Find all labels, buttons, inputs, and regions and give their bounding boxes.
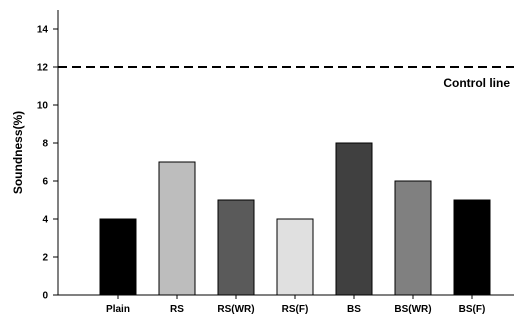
bars-group [99,142,491,296]
x-tick-label: BS [347,304,361,315]
x-tick-label: RS [170,304,184,315]
bar-rs [158,161,196,296]
bar-bs [335,142,373,296]
x-axis-ticks: Plain RS RS(WR) RS(F) BS BS(WR) BS(F) [106,295,485,315]
y-tick-label: 10 [37,101,49,112]
x-tick-label: RS(WR) [217,304,254,315]
x-tick-label: BS(F) [459,304,486,315]
x-tick-label: Plain [106,304,130,315]
y-tick-label: 0 [42,291,48,302]
y-tick-label: 8 [42,139,48,150]
x-tick-label: RS(F) [282,304,309,315]
y-axis-title: Soundness(%) [11,111,25,194]
x-tick-label: BS(WR) [394,304,431,315]
y-tick-label: 4 [42,215,48,226]
y-tick-label: 2 [42,253,48,264]
bar-rs-f [276,218,314,296]
bar-rs-wr [217,199,255,296]
bar-bs-f [453,199,491,296]
bar-plain [99,218,137,296]
bar-bs-wr [394,180,432,296]
y-axis-ticks: 0 2 4 6 8 10 12 14 [37,25,58,302]
y-tick-label: 12 [37,63,49,74]
y-tick-label: 14 [37,25,49,36]
y-tick-label: 6 [42,177,48,188]
control-line-label: Control line [443,76,510,90]
